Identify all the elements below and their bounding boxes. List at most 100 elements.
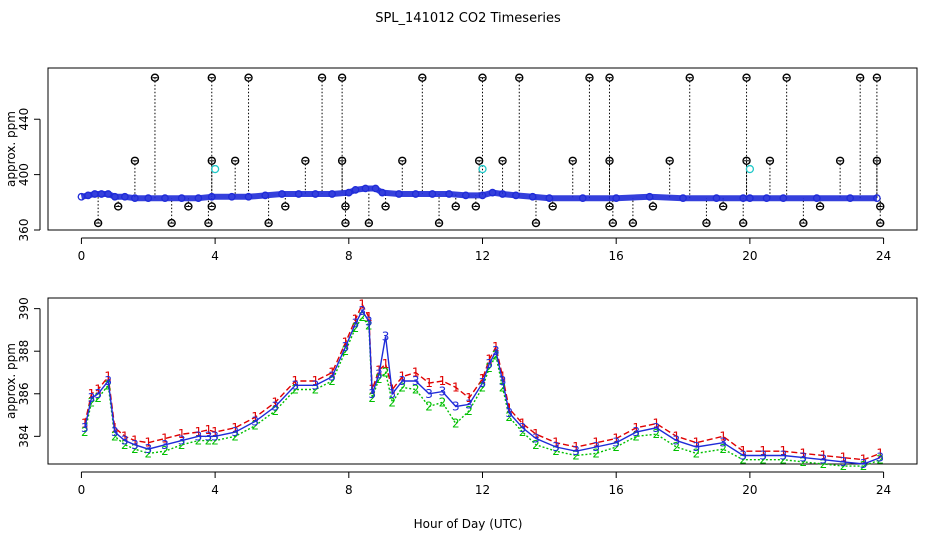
top-data-point: [612, 194, 621, 203]
top-data-point: [712, 194, 721, 203]
series-2-point: 2: [161, 444, 169, 458]
series-3-point: 3: [479, 376, 487, 390]
outlier-point: [548, 202, 557, 211]
series-3-point: 3: [131, 438, 139, 452]
series-1-point: 1: [94, 383, 102, 397]
top-data-point: [445, 190, 453, 198]
outlier-point: [718, 202, 728, 211]
series-2-point: 2: [375, 372, 383, 386]
series-1-point: 1: [492, 340, 500, 354]
series-3-point: 3: [292, 378, 300, 392]
bottom-x-tick-label: 0: [78, 483, 86, 497]
series-1-point: 1: [479, 372, 487, 386]
top-data-point: [512, 191, 520, 200]
top-data-point: [351, 185, 360, 194]
series-3-point: 3: [465, 397, 473, 411]
series-1-point: 1: [161, 431, 169, 445]
series-2-point: 2: [425, 400, 433, 414]
cyan-data-point: [478, 164, 487, 174]
series-1-point: 1: [465, 391, 473, 405]
series-3-point: 3: [94, 387, 102, 401]
series-2-point: 2: [505, 410, 513, 424]
outlier-point: [665, 156, 674, 165]
series-3-point: 3: [398, 374, 406, 388]
bottom-y-tick-label: 390: [17, 297, 31, 320]
top-data-point: [227, 192, 236, 201]
top-data-point: [812, 194, 821, 203]
top-data-point: [498, 190, 507, 198]
top-data-point: [177, 194, 186, 203]
outlier-point: [341, 202, 350, 211]
top-data-point: [121, 192, 129, 201]
series-2-point: 2: [860, 459, 868, 473]
outlier-point: [605, 156, 614, 165]
top-data-marks: [77, 73, 885, 228]
outlier-point: [471, 202, 481, 211]
outlier-point: [815, 202, 825, 211]
series-1-point: 1: [205, 423, 213, 437]
series-3-line: [84, 309, 881, 465]
top-data-point: [161, 194, 169, 203]
x-axis-label: Hour of Day (UTC): [414, 517, 523, 531]
top-x-tick-label: 4: [211, 249, 219, 263]
outlier-point: [113, 202, 123, 211]
series-1-point: 1: [485, 353, 493, 367]
series-2-point: 2: [532, 438, 540, 452]
series-3-point: 3: [876, 451, 884, 465]
outlier-point: [398, 156, 407, 165]
series-3-point: 3: [612, 436, 620, 450]
outlier-point: [381, 202, 390, 211]
bottom-x-tick-label: 24: [876, 483, 891, 497]
series-2-point: 2: [552, 444, 560, 458]
series-1-point: 1: [840, 451, 848, 465]
outlier-point: [628, 218, 638, 228]
series-2-point: 2: [759, 453, 767, 467]
series-2-point: 2: [820, 457, 828, 471]
top-data-point: [371, 184, 380, 193]
series-1-point: 1: [499, 370, 507, 384]
series-1-point: 1: [211, 425, 219, 439]
top-data-point: [679, 194, 687, 203]
series-1-point: 1: [312, 374, 320, 388]
series-3-point: 3: [358, 304, 366, 318]
series-2-point: 2: [368, 391, 376, 405]
series-1-point: 1: [552, 436, 560, 450]
outlier-point: [264, 218, 273, 228]
series-2-point: 2: [492, 348, 500, 362]
outlier-point: [150, 73, 160, 82]
series-2-point: 2: [840, 459, 848, 473]
series-2-point: 2: [195, 434, 203, 448]
series-3-point: 3: [231, 425, 239, 439]
series-1-point: 1: [121, 429, 129, 443]
bottom-y-tick-label: 388: [17, 340, 31, 363]
series-2-point: 2: [479, 380, 487, 394]
top-data-point: [110, 192, 119, 201]
series-3-point: 3: [375, 368, 383, 382]
series-1-point: 1: [532, 427, 540, 441]
outlier-point: [478, 73, 487, 82]
bottom-x-tick-label: 4: [211, 483, 219, 497]
top-data-point: [344, 188, 353, 197]
outlier-point: [498, 156, 507, 165]
bottom-x-tick-label: 8: [345, 483, 353, 497]
series-1-point: 1: [342, 336, 350, 350]
top-y-tick-label: 440: [17, 108, 31, 131]
series-1-point: 1: [592, 436, 600, 450]
outlier-point: [835, 156, 845, 165]
series-2-point: 2: [111, 429, 119, 443]
series-2-point: 2: [352, 321, 360, 335]
series-3-point: 3: [759, 448, 767, 462]
series-2-point: 2: [673, 440, 681, 454]
top-data-point: [378, 188, 387, 197]
outlier-point: [167, 218, 176, 228]
top-data-point: [207, 192, 216, 201]
top-data-point: [395, 190, 403, 198]
series-3-point: 3: [840, 455, 848, 469]
series-2-point: 2: [205, 434, 213, 448]
series-3-point: 3: [800, 451, 808, 465]
top-baseline-band: [80, 185, 877, 202]
series-3-point: 3: [382, 329, 390, 343]
cyan-data-point: [210, 164, 220, 174]
